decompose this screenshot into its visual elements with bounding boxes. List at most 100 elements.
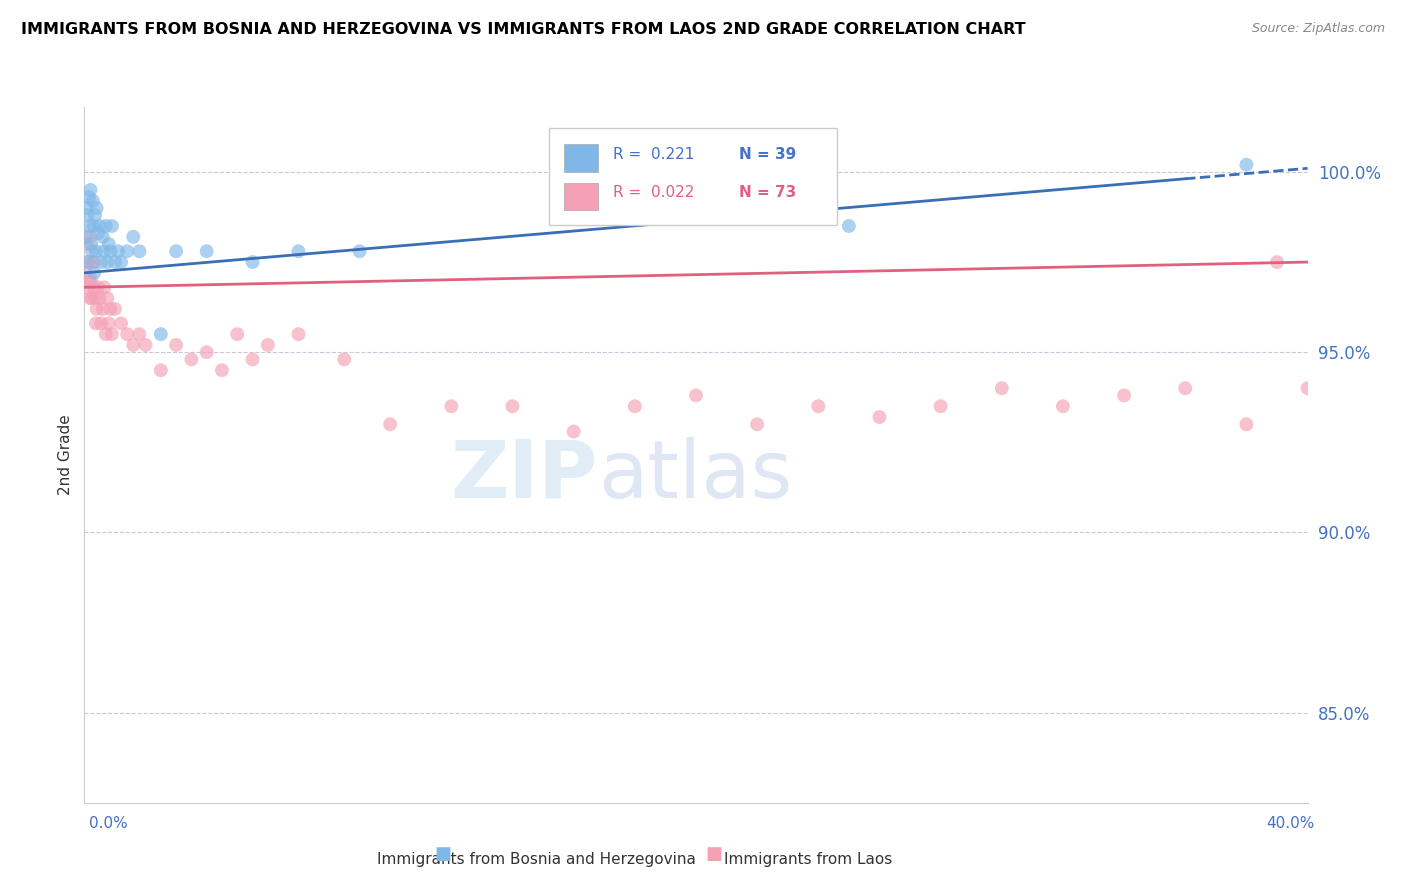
- Point: [77, 190, 100, 204]
- Point: [349, 244, 371, 259]
- Text: Source: ZipAtlas.com: Source: ZipAtlas.com: [1251, 22, 1385, 36]
- Point: [195, 345, 218, 359]
- Point: [84, 316, 107, 330]
- Point: [149, 363, 172, 377]
- Point: [149, 327, 172, 342]
- Point: [115, 327, 138, 342]
- Point: [257, 338, 280, 352]
- Text: ■: ■: [434, 845, 451, 863]
- Point: [287, 244, 309, 259]
- Point: [84, 244, 107, 259]
- Point: [93, 244, 115, 259]
- Point: [98, 301, 121, 316]
- Point: [79, 291, 101, 305]
- Point: [83, 280, 105, 294]
- Point: [84, 291, 107, 305]
- Point: [90, 255, 112, 269]
- Point: [1296, 381, 1319, 395]
- Point: [83, 219, 105, 233]
- Point: [685, 388, 707, 402]
- Point: [1052, 399, 1074, 413]
- Point: [98, 244, 121, 259]
- Point: [90, 316, 112, 330]
- Point: [195, 244, 218, 259]
- Y-axis label: 2nd Grade: 2nd Grade: [58, 415, 73, 495]
- Point: [135, 338, 157, 352]
- Point: [128, 327, 150, 342]
- Point: [97, 237, 120, 252]
- Point: [122, 338, 145, 352]
- Point: [107, 244, 129, 259]
- Point: [128, 244, 150, 259]
- Point: [1174, 381, 1197, 395]
- Point: [89, 291, 111, 305]
- Point: [1236, 158, 1258, 172]
- Point: [79, 229, 101, 244]
- Point: [91, 301, 114, 316]
- Bar: [564, 145, 598, 172]
- Point: [87, 226, 110, 240]
- Point: [440, 399, 463, 413]
- Point: [96, 291, 118, 305]
- Point: [101, 327, 124, 342]
- Point: [110, 316, 132, 330]
- Text: R =  0.022: R = 0.022: [613, 186, 695, 200]
- Bar: [550, 128, 837, 226]
- Point: [562, 425, 585, 439]
- Point: [287, 327, 309, 342]
- Point: [242, 352, 264, 367]
- Point: [624, 399, 647, 413]
- Text: Immigrants from Laos: Immigrants from Laos: [724, 852, 893, 867]
- Text: ■: ■: [706, 845, 723, 863]
- Text: Immigrants from Bosnia and Herzegovina: Immigrants from Bosnia and Herzegovina: [377, 852, 696, 867]
- Point: [991, 381, 1014, 395]
- Point: [80, 273, 103, 287]
- Point: [747, 417, 769, 432]
- Point: [838, 219, 860, 233]
- Point: [83, 255, 105, 269]
- Point: [84, 208, 107, 222]
- Point: [80, 237, 103, 252]
- Point: [1265, 255, 1288, 269]
- Point: [82, 194, 104, 208]
- Point: [101, 219, 124, 233]
- Point: [87, 280, 110, 294]
- Point: [380, 417, 402, 432]
- Point: [929, 399, 952, 413]
- Point: [86, 301, 108, 316]
- Point: [89, 219, 111, 233]
- Point: [807, 399, 830, 413]
- Point: [80, 244, 103, 259]
- Point: [1114, 388, 1136, 402]
- Text: 0.0%: 0.0%: [89, 816, 128, 831]
- Point: [242, 255, 264, 269]
- Point: [75, 229, 97, 244]
- Point: [97, 316, 120, 330]
- Point: [83, 266, 105, 280]
- Point: [76, 208, 98, 222]
- Point: [80, 291, 103, 305]
- Text: IMMIGRANTS FROM BOSNIA AND HERZEGOVINA VS IMMIGRANTS FROM LAOS 2ND GRADE CORRELA: IMMIGRANTS FROM BOSNIA AND HERZEGOVINA V…: [21, 22, 1026, 37]
- Point: [79, 219, 101, 233]
- Text: atlas: atlas: [598, 437, 793, 515]
- Point: [1236, 417, 1258, 432]
- Point: [104, 301, 127, 316]
- Point: [76, 237, 98, 252]
- Point: [93, 280, 115, 294]
- Text: N = 73: N = 73: [738, 186, 796, 200]
- Point: [82, 255, 104, 269]
- Point: [333, 352, 356, 367]
- Text: N = 39: N = 39: [738, 147, 796, 161]
- Point: [1327, 266, 1350, 280]
- Point: [91, 229, 114, 244]
- Point: [77, 280, 100, 294]
- Point: [211, 363, 233, 377]
- Point: [77, 273, 100, 287]
- Point: [1358, 255, 1381, 269]
- Point: [94, 327, 117, 342]
- Point: [180, 352, 202, 367]
- Point: [79, 183, 101, 197]
- Point: [502, 399, 524, 413]
- Point: [75, 266, 97, 280]
- Point: [1388, 580, 1406, 594]
